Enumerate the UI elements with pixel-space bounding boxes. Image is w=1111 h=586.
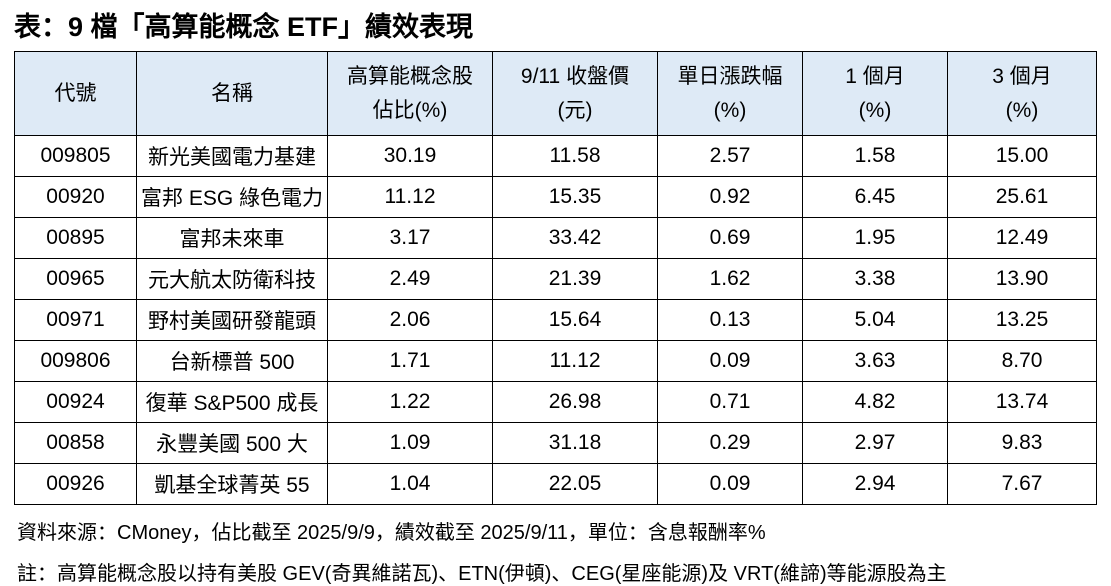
table-cell: 2.94 [802, 463, 948, 505]
table-cell: 13.90 [947, 258, 1097, 300]
table-cell: 00926 [14, 463, 137, 505]
table-cell: 00971 [14, 299, 137, 341]
table-cell: 新光美國電力基建 [136, 135, 328, 177]
table-cell: 8.70 [947, 340, 1097, 382]
table-cell: 33.42 [492, 217, 658, 259]
table-cell: 11.12 [327, 176, 493, 218]
table-cell: 2.49 [327, 258, 493, 300]
column-header-3: 9/11 收盤價 (元) [492, 51, 658, 136]
table-cell: 15.64 [492, 299, 658, 341]
table-cell: 0.71 [657, 381, 803, 423]
column-header-2: 高算能概念股 佔比(%) [327, 51, 493, 136]
table-cell: 2.57 [657, 135, 803, 177]
table-row: 00926 凱基全球菁英 55 1.04 22.05 0.09 2.94 7.67 [14, 463, 1097, 505]
table-cell: 1.09 [327, 422, 493, 464]
table-cell: 1.95 [802, 217, 948, 259]
table-cell: 15.35 [492, 176, 658, 218]
column-header-label: 1 個月 [845, 64, 905, 88]
table-row: 00895 富邦未來車 3.17 33.42 0.69 1.95 12.49 [14, 217, 1097, 259]
table-cell: 31.18 [492, 422, 658, 464]
table-cell: 凱基全球菁英 55 [136, 463, 328, 505]
column-header-label: 代號 [54, 81, 97, 105]
table-cell: 0.13 [657, 299, 803, 341]
table-row: 00965 元大航太防衛科技 2.49 21.39 1.62 3.38 13.90 [14, 258, 1097, 300]
table-cell: 9.83 [947, 422, 1097, 464]
table-cell: 13.74 [947, 381, 1097, 423]
column-header-sublabel: (%) [713, 98, 747, 122]
column-header-4: 單日漲跌幅 (%) [657, 51, 803, 136]
table-row: 00971 野村美國研發龍頭 2.06 15.64 0.13 5.04 13.25 [14, 299, 1097, 341]
table-cell: 3.63 [802, 340, 948, 382]
table-cell: 11.12 [492, 340, 658, 382]
column-header-5: 1 個月 (%) [802, 51, 948, 136]
table-cell: 1.58 [802, 135, 948, 177]
table-row: 00858 永豐美國 500 大 1.09 31.18 0.29 2.97 9.83 [14, 422, 1097, 464]
column-header-1: 名稱 [136, 51, 328, 136]
table-cell: 00858 [14, 422, 137, 464]
table-cell: 11.58 [492, 135, 658, 177]
column-header-label: 高算能概念股 [347, 64, 473, 88]
table-cell: 009806 [14, 340, 137, 382]
table-row: 009806 台新標普 500 1.71 11.12 0.09 3.63 8.70 [14, 340, 1097, 382]
table-row: 009805 新光美國電力基建 30.19 11.58 2.57 1.58 15.00 [14, 135, 1097, 177]
table-cell: 26.98 [492, 381, 658, 423]
table-cell: 5.04 [802, 299, 948, 341]
table-cell: 00924 [14, 381, 137, 423]
table-cell: 6.45 [802, 176, 948, 218]
table-cell: 1.04 [327, 463, 493, 505]
table-cell: 25.61 [947, 176, 1097, 218]
table-cell: 00965 [14, 258, 137, 300]
table-cell: 009805 [14, 135, 137, 177]
table-cell: 7.67 [947, 463, 1097, 505]
table-cell: 富邦未來車 [136, 217, 328, 259]
column-header-0: 代號 [14, 51, 137, 136]
column-header-label: 3 個月 [992, 64, 1052, 88]
page-title: 表：9 檔「高算能概念 ETF」績效表現 [14, 12, 474, 42]
table-cell: 野村美國研發龍頭 [136, 299, 328, 341]
column-header-sublabel: (元) [557, 98, 593, 122]
table-header: 代號 名稱 高算能概念股 佔比(%) 9/11 收盤價 (元) 單日漲跌幅 (%) 1 個月 (%… [14, 51, 1097, 136]
table-row: 00920 富邦 ESG 綠色電力 11.12 15.35 0.92 6.45 25.61 [14, 176, 1097, 218]
table-cell: 3.17 [327, 217, 493, 259]
table-cell: 0.92 [657, 176, 803, 218]
column-header-sublabel: (%) [1005, 98, 1039, 122]
table-cell: 1.62 [657, 258, 803, 300]
table-cell: 1.22 [327, 381, 493, 423]
table-cell: 13.25 [947, 299, 1097, 341]
table-cell: 00895 [14, 217, 137, 259]
table-cell: 00920 [14, 176, 137, 218]
table-cell: 富邦 ESG 綠色電力 [136, 176, 328, 218]
column-header-label: 9/11 收盤價 [520, 64, 630, 88]
table-cell: 15.00 [947, 135, 1097, 177]
table-cell: 21.39 [492, 258, 658, 300]
table-cell: 0.09 [657, 463, 803, 505]
table-cell: 復華 S&P500 成長 [136, 381, 328, 423]
column-header-sublabel: (%) [858, 98, 892, 122]
column-header-6: 3 個月 (%) [947, 51, 1097, 136]
table-cell: 2.06 [327, 299, 493, 341]
source-note: 資料來源：CMoney，佔比截至 2025/9/9，績效截至 2025/9/11… [17, 522, 766, 544]
table-row: 00924 復華 S&P500 成長 1.22 26.98 0.71 4.82 13.74 [14, 381, 1097, 423]
table-cell: 0.69 [657, 217, 803, 259]
table-cell: 3.38 [802, 258, 948, 300]
etf-performance-table: 代號 名稱 高算能概念股 佔比(%) 9/11 收盤價 (元) 單日漲跌幅 (%) 1 個月 (%… [14, 51, 1097, 505]
table-header-row: 代號 名稱 高算能概念股 佔比(%) 9/11 收盤價 (元) 單日漲跌幅 (%) 1 個月 (%… [14, 51, 1097, 136]
column-header-label: 單日漲跌幅 [677, 64, 783, 88]
table-cell: 22.05 [492, 463, 658, 505]
table-cell: 2.97 [802, 422, 948, 464]
table-cell: 1.71 [327, 340, 493, 382]
column-header-sublabel: 佔比(%) [372, 98, 448, 122]
table-body: 009805 新光美國電力基建 30.19 11.58 2.57 1.58 15.00 009… [14, 135, 1097, 505]
table-cell: 0.09 [657, 340, 803, 382]
table-cell: 元大航太防衛科技 [136, 258, 328, 300]
holdings-note: 註：高算能概念股以持有美股 GEV(奇異維諾瓦)、ETN(伊頓)、CEG(星座能… [17, 563, 947, 585]
table-cell: 永豐美國 500 大 [136, 422, 328, 464]
table-cell: 30.19 [327, 135, 493, 177]
table-cell: 0.29 [657, 422, 803, 464]
column-header-label: 名稱 [211, 81, 253, 105]
table-cell: 台新標普 500 [136, 340, 328, 382]
table-cell: 4.82 [802, 381, 948, 423]
table-cell: 12.49 [947, 217, 1097, 259]
